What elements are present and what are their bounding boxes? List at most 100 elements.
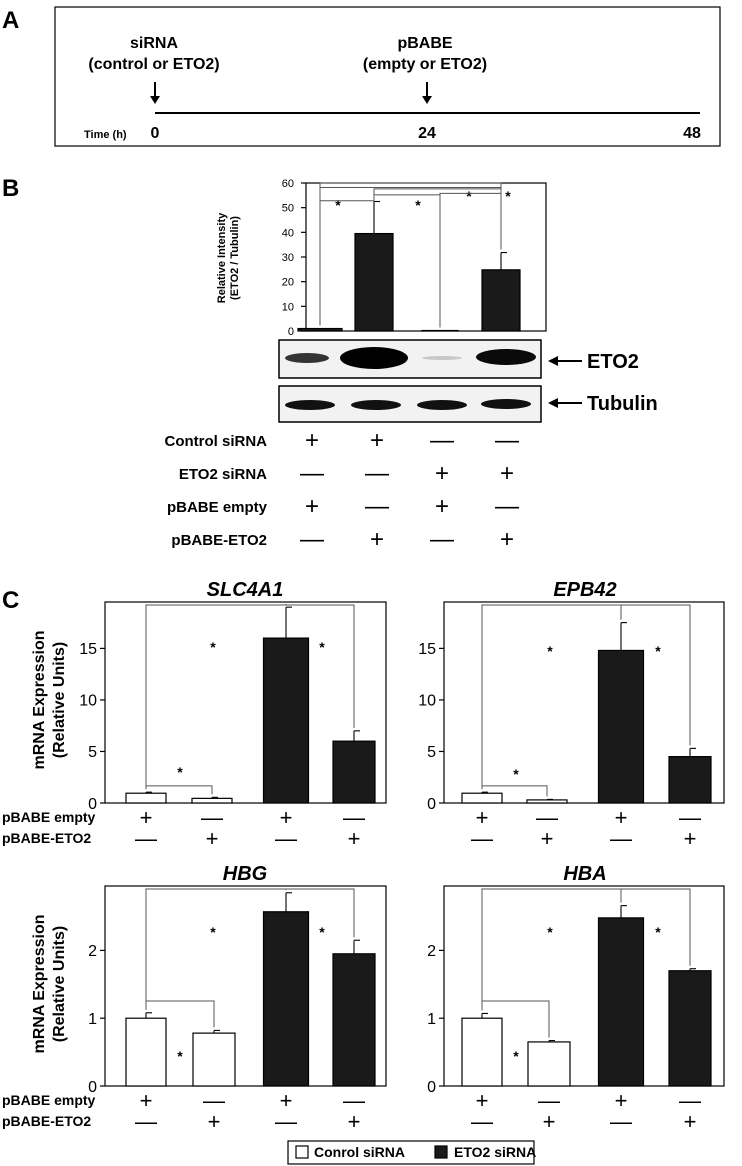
y-tick-label: 15: [418, 641, 436, 658]
panel-c-ylabel-line1: mRNA Expression: [31, 915, 48, 1054]
condition-sign: +: [208, 1109, 221, 1134]
y-tick-label: 40: [282, 227, 294, 239]
bar: [125, 792, 167, 804]
condition-sign: +: [370, 427, 384, 454]
condition-sign: —: [203, 1088, 225, 1113]
significance-star: *: [177, 764, 183, 780]
panel-b-ylabel-line2: (ETO2 / Tubulin): [229, 216, 241, 300]
condition-sign: +: [305, 427, 319, 454]
condition-sign: +: [500, 526, 514, 553]
condition-label-control-sirna: Control siRNA: [165, 433, 268, 450]
condition-label-pbabe-empty: pBABE empty: [167, 499, 268, 516]
hba-chart: 012** *+ — + —— + — +: [427, 885, 725, 1134]
plot-frame: [443, 885, 725, 1087]
bar: [597, 917, 645, 1087]
y-tick-label: 2: [427, 943, 436, 960]
sirna-subtitle: (control or ETO2): [88, 56, 219, 73]
y-tick-label: 10: [79, 693, 97, 710]
significance-star: *: [547, 643, 553, 659]
condition-sign: +: [500, 460, 514, 487]
condition-sign: —: [610, 1109, 632, 1134]
y-tick-label: 50: [282, 203, 294, 215]
bar: [297, 327, 343, 332]
chart-title-hba: HBA: [563, 863, 606, 885]
condition-sign: —: [365, 460, 389, 487]
pbabe-subtitle: (empty or ETO2): [363, 56, 487, 73]
significance-star: *: [177, 1048, 183, 1064]
condition-sign: +: [140, 1088, 153, 1113]
condition-sign: —: [538, 1088, 560, 1113]
y-tick-label: 5: [88, 744, 97, 761]
significance-star: *: [415, 197, 421, 213]
y-tick-label: 60: [282, 178, 294, 190]
condition-sign: +: [348, 1109, 361, 1134]
chart-title-hbg: HBG: [223, 863, 267, 885]
condition-sign: +: [280, 805, 293, 830]
time-tick-0: 0: [151, 125, 160, 142]
eto2-blot: [278, 339, 542, 379]
row-label-pbabe-eto2: pBABE-ETO2: [2, 1113, 91, 1129]
condition-sign: —: [365, 493, 389, 520]
significance-star: *: [655, 643, 661, 659]
pbabe-arrow: [422, 82, 432, 104]
y-tick-label: 0: [88, 796, 97, 813]
plot-frame: [443, 601, 725, 804]
row-label-pbabe-eto2: pBABE-ETO2: [2, 830, 91, 846]
condition-sign: —: [610, 826, 632, 851]
condition-sign: +: [280, 1088, 293, 1113]
timeline-frame: [54, 6, 721, 147]
condition-sign: +: [684, 1109, 697, 1134]
condition-sign: —: [471, 826, 493, 851]
condition-sign: +: [476, 805, 489, 830]
panel-b-ylabel-line1: Relative Intensity: [216, 212, 228, 303]
condition-sign: +: [206, 826, 219, 851]
eto2-blot-label: ETO2: [587, 351, 639, 373]
plot-frame: [104, 885, 387, 1087]
condition-sign: —: [430, 427, 454, 454]
bar: [125, 1017, 167, 1087]
tubulin-band: [417, 400, 467, 410]
bar: [461, 1017, 503, 1087]
tubulin-blot-pointer: [548, 398, 582, 408]
sirna-title: siRNA: [130, 35, 178, 52]
condition-sign: —: [430, 526, 454, 553]
condition-sign: +: [541, 826, 554, 851]
y-tick-label: 20: [282, 277, 294, 289]
condition-sign: —: [135, 826, 157, 851]
time-tick-48: 48: [683, 125, 701, 142]
condition-sign: —: [300, 460, 324, 487]
condition-sign: —: [536, 805, 558, 830]
condition-sign: +: [370, 526, 384, 553]
eto2-band: [476, 349, 536, 365]
panel-b-ylabel: Relative Intensity (ETO2 / Tubulin): [216, 212, 241, 303]
bar: [527, 1041, 571, 1087]
condition-sign: +: [435, 493, 449, 520]
bar: [481, 269, 521, 332]
condition-sign: +: [615, 805, 628, 830]
bar: [526, 799, 568, 804]
condition-sign: —: [135, 1109, 157, 1134]
condition-sign: +: [348, 826, 361, 851]
significance-star: *: [513, 1048, 519, 1064]
condition-sign: —: [343, 805, 365, 830]
panel-c-ylabel-bottom: mRNA Expression (Relative Units): [31, 915, 68, 1054]
condition-label-pbabe-eto2: pBABE-ETO2: [171, 532, 267, 549]
significance-star: *: [466, 188, 472, 204]
condition-sign: —: [495, 427, 519, 454]
condition-sign: —: [495, 493, 519, 520]
bar: [262, 911, 310, 1087]
tubulin-band: [481, 399, 531, 409]
chart-title-slc4a1: SLC4A1: [207, 579, 284, 601]
significance-star: *: [210, 639, 216, 655]
significance-bracket: [285, 888, 355, 938]
condition-sign: —: [343, 1088, 365, 1113]
condition-sign: —: [679, 805, 701, 830]
tubulin-blot-label: Tubulin: [587, 393, 658, 415]
bar: [461, 792, 503, 804]
sirna-arrow: [150, 82, 160, 104]
condition-sign: +: [543, 1109, 556, 1134]
y-tick-label: 1: [88, 1011, 97, 1028]
panel-label-c: C: [2, 587, 19, 614]
